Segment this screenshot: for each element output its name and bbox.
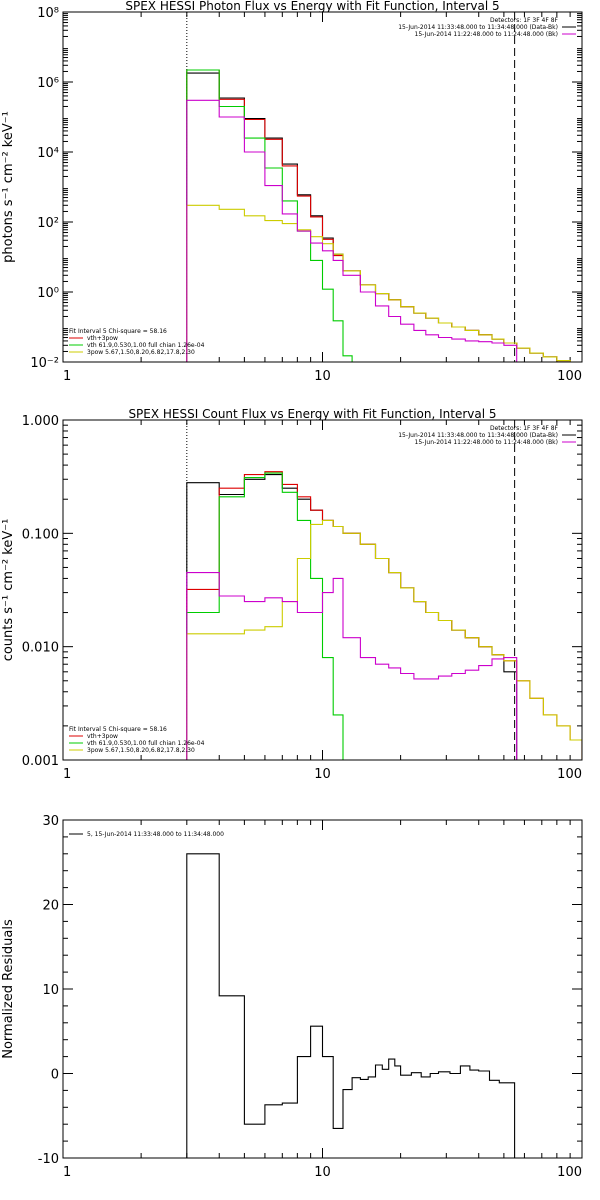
chart-1-ytick-label: 10² [37, 216, 59, 231]
chart-1-xtick-label: 10 [314, 369, 331, 384]
chart-1-ytick-label: 10⁸ [37, 6, 59, 21]
chart-1-xtick-label: 100 [557, 369, 582, 384]
chart-1-series-1 [186, 69, 571, 362]
chart-2-series-1 [186, 471, 582, 760]
chart-3-xtick-label: 1 [63, 1165, 71, 1180]
chart-2-legend-left-0: Fit Interval 5 Chi-square = 58.16 [69, 726, 167, 733]
chart-1-ytick-label: 10⁴ [37, 146, 59, 161]
chart-2-ytick-label: 0.001 [22, 754, 59, 769]
chart-2-legend-right-1: 15-Jun-2014 11:33:48.000 to 11:34:48.000… [398, 432, 558, 439]
chart-2: SPEX HESSI Count Flux vs Energy with Fit… [1, 407, 583, 782]
chart-2-ylabel: counts s⁻¹ cm⁻² keV⁻¹ [1, 519, 16, 662]
chart-2-legend-left-2: vth 61.9,0.530,1.00 full chian 1.26e-04 [87, 740, 205, 747]
chart-3-ylabel: Normalized Residuals [1, 919, 16, 1059]
chart-1-legend-left-0: Fit Interval 5 Chi-square = 58.16 [69, 328, 167, 335]
chart-2-ytick-label: 0.010 [22, 641, 59, 656]
chart-2-series-0 [186, 474, 518, 760]
chart-1-data [186, 69, 571, 362]
chart-1-title: SPEX HESSI Photon Flux vs Energy with Fi… [125, 0, 499, 13]
chart-2-legend-right-0: Detectors: 1F 3F 4F 8F [490, 425, 559, 432]
chart-2-legend-left-1: vth+3pow [87, 733, 118, 740]
chart-1-legend-left-3: 3pow 5.67,1.50,8.20,6.82,17.8,2.30 [87, 349, 195, 356]
chart-2-ytick-label: 1.000 [22, 414, 59, 429]
chart-1-ylabel: photons s⁻¹ cm⁻² keV⁻¹ [1, 111, 16, 263]
chart-2-legend-right-2: 15-Jun-2014 11:22:48.000 to 11:24:48.000… [415, 439, 558, 446]
chart-3-series-0 [186, 853, 516, 1158]
chart-3-ytick-label: 20 [42, 899, 59, 914]
chart-2-series-4 [186, 572, 518, 760]
chart-2-data [186, 471, 582, 760]
chart-1-series-4 [186, 99, 518, 362]
chart-1-series-2 [186, 69, 353, 362]
chart-2-ytick-label: 0.100 [22, 527, 59, 542]
chart-3-legend-left-0: 5, 15-Jun-2014 11:33:48.000 to 11:34:48.… [87, 831, 224, 838]
chart-2-legend-left-3: 3pow 5.67,1.50,8.20,6.82,17.8,2.30 [87, 747, 195, 754]
chart-2-title: SPEX HESSI Count Flux vs Energy with Fit… [128, 407, 496, 421]
chart-1: SPEX HESSI Photon Flux vs Energy with Fi… [1, 0, 583, 384]
chart-3-xtick-label: 10 [314, 1165, 331, 1180]
chart-3-xtick-label: 100 [557, 1165, 582, 1180]
chart-1-legend-right-1: 15-Jun-2014 11:33:48.000 to 11:34:48.000… [398, 24, 558, 31]
chart-3-ytick-label: 10 [42, 983, 59, 998]
chart-1-legend-left-2: vth 61.9,0.530,1.00 full chian 1.26e-04 [87, 342, 205, 349]
chart-1-ytick-label: 10⁻² [30, 356, 59, 371]
chart-1-frame [62, 11, 583, 363]
chart-1-ytick-label: 10⁰ [37, 286, 59, 301]
chart-3-ytick-label: -10 [38, 1152, 59, 1167]
chart-1-legend-right-2: 15-Jun-2014 11:22:48.000 to 11:24:48.000… [415, 31, 558, 38]
chart-2-frame [62, 419, 583, 761]
chart-2-xtick-label: 10 [314, 767, 331, 782]
chart-2-series-2 [186, 472, 353, 760]
chart-3-frame [62, 819, 583, 1159]
chart-3-data [186, 853, 516, 1158]
chart-3-ytick-label: 30 [42, 814, 59, 829]
chart-1-xtick-label: 1 [63, 369, 71, 384]
chart-2-series-3 [186, 519, 582, 760]
chart-1-series-0 [186, 72, 571, 362]
chart-2-xtick-label: 100 [557, 767, 582, 782]
chart-1-ytick-label: 10⁶ [37, 76, 59, 91]
chart-2-xtick-label: 1 [63, 767, 71, 782]
chart-3: Normalized Residuals 1 10 100 -10 0 10 20 30 5, 1… [1, 814, 583, 1180]
chart-1-legend-right-0: Detectors: 1F 3F 4F 8F [490, 17, 559, 24]
chart-1-series-3 [186, 204, 571, 362]
chart-3-ytick-label: 0 [51, 1068, 59, 1083]
chart-1-legend-left-1: vth+3pow [87, 335, 118, 342]
